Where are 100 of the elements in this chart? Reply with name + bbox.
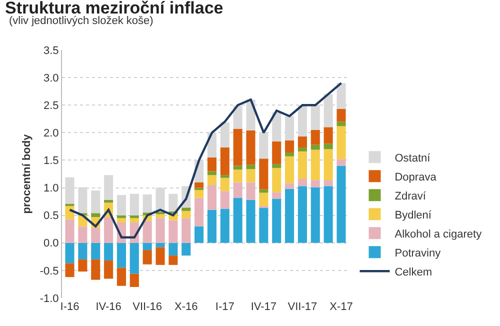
x-tick-label: IV-16 bbox=[96, 301, 122, 313]
bar bbox=[65, 219, 74, 243]
bar bbox=[194, 226, 204, 243]
bar bbox=[207, 185, 216, 210]
bar bbox=[116, 218, 126, 222]
bar bbox=[91, 259, 100, 280]
bar bbox=[168, 220, 178, 243]
bar bbox=[285, 152, 294, 156]
bar bbox=[182, 242, 191, 256]
bar bbox=[182, 218, 191, 243]
bar bbox=[336, 126, 346, 160]
bar bbox=[104, 216, 114, 243]
bar bbox=[272, 168, 282, 192]
legend-label: Potraviny bbox=[394, 247, 442, 260]
bar bbox=[91, 213, 100, 217]
y-tick-label: 1.0 bbox=[44, 182, 59, 195]
bar bbox=[156, 218, 165, 243]
y-tick-label: -1.0 bbox=[40, 292, 59, 305]
bar bbox=[259, 189, 268, 193]
bar bbox=[142, 220, 152, 243]
bar bbox=[156, 247, 165, 265]
bar bbox=[194, 182, 204, 188]
chart-subtitle: (vliv jednotlivých složek koše) bbox=[9, 15, 154, 27]
bar bbox=[298, 151, 307, 179]
bar bbox=[336, 108, 346, 122]
bar bbox=[156, 242, 165, 248]
bar bbox=[182, 208, 191, 211]
bar bbox=[91, 242, 100, 260]
bar bbox=[220, 208, 230, 243]
y-tick-label: 0.0 bbox=[44, 238, 59, 250]
bar bbox=[272, 192, 282, 199]
x-tick-label: VII-16 bbox=[132, 301, 162, 313]
bar bbox=[246, 200, 256, 243]
bar bbox=[220, 148, 230, 176]
y-tick-label: 2.5 bbox=[44, 100, 59, 112]
bar bbox=[285, 188, 294, 243]
bar bbox=[298, 136, 307, 148]
bar bbox=[272, 198, 282, 243]
legend-label: Zdraví bbox=[394, 190, 427, 202]
bar bbox=[104, 200, 114, 203]
y-tick-label: 3.0 bbox=[44, 72, 59, 84]
y-tick-label: 3.5 bbox=[44, 44, 59, 57]
bar bbox=[259, 192, 268, 206]
bar bbox=[78, 242, 88, 260]
bar bbox=[324, 144, 333, 150]
bar bbox=[91, 190, 100, 214]
bar bbox=[246, 130, 256, 165]
bar bbox=[104, 242, 114, 261]
x-tick-label: X-17 bbox=[330, 301, 353, 313]
bar bbox=[116, 242, 126, 268]
bar bbox=[310, 187, 320, 243]
bar bbox=[324, 127, 333, 144]
bar bbox=[220, 178, 230, 192]
bar bbox=[272, 164, 282, 168]
bar bbox=[259, 207, 268, 243]
bar bbox=[168, 256, 178, 265]
bar bbox=[65, 242, 74, 264]
x-tick-label: X-16 bbox=[174, 301, 198, 313]
legend-label: Doprava bbox=[394, 171, 438, 184]
bar bbox=[207, 171, 216, 176]
bar bbox=[310, 150, 320, 180]
bar bbox=[285, 156, 294, 184]
line-series bbox=[68, 82, 342, 238]
y-tick-label: 1.5 bbox=[44, 155, 59, 168]
bar bbox=[259, 158, 268, 190]
bar bbox=[336, 122, 346, 126]
bar bbox=[220, 175, 230, 178]
bar bbox=[182, 210, 191, 218]
bar bbox=[91, 228, 100, 243]
x-tick-label: VII-17 bbox=[288, 301, 318, 313]
bar bbox=[233, 128, 242, 166]
bar bbox=[310, 180, 320, 188]
bar bbox=[272, 141, 282, 164]
bar bbox=[233, 198, 242, 243]
x-tick-label: I-16 bbox=[60, 301, 80, 313]
legend-label: Celkem bbox=[394, 266, 432, 278]
bar bbox=[298, 178, 307, 186]
bar bbox=[207, 157, 216, 172]
legend-label: Alkohol a cigarety bbox=[394, 228, 482, 240]
bar bbox=[78, 259, 88, 272]
bar bbox=[207, 210, 216, 243]
bar bbox=[65, 263, 74, 278]
bar bbox=[246, 164, 256, 170]
bar bbox=[233, 166, 242, 170]
y-axis-title: procentní body bbox=[21, 133, 33, 214]
bar bbox=[310, 144, 320, 150]
bar bbox=[168, 194, 178, 212]
bar bbox=[104, 175, 114, 200]
bar bbox=[65, 206, 74, 220]
bar bbox=[233, 170, 242, 182]
bar bbox=[246, 169, 256, 182]
y-tick-label: 2.0 bbox=[44, 128, 59, 140]
bar bbox=[142, 194, 152, 213]
bar bbox=[298, 186, 307, 243]
bar bbox=[116, 215, 126, 218]
bar bbox=[336, 159, 346, 166]
bar bbox=[168, 242, 178, 256]
bar bbox=[285, 140, 294, 153]
bar bbox=[246, 182, 256, 200]
bar bbox=[324, 180, 333, 186]
